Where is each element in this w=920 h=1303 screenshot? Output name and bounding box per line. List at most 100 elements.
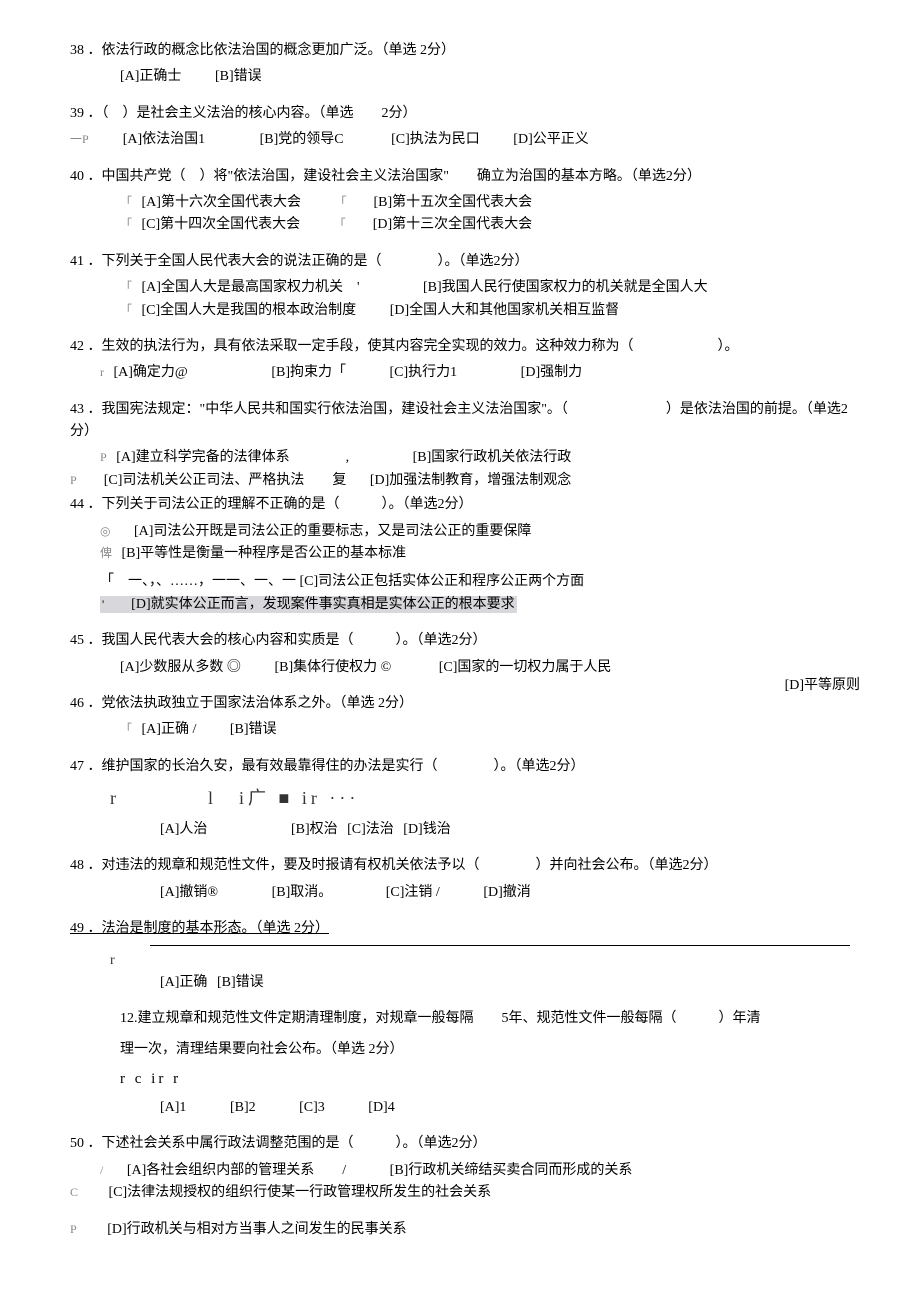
q43-opt-a[interactable]: [A]建立科学完备的法律体系 , (116, 447, 349, 469)
q41-opt-b[interactable]: [B]我国人民行使国家权力的机关就是全国人大 (423, 277, 708, 299)
q40-stem: 40 ．中国共产党（ ）将"依法治国，建设社会主义法治国家" 确立为治国的基本方… (70, 166, 850, 188)
q40-row1: 「 [A]第十六次全国代表大会 「 [B]第十五次全国代表大会 (120, 192, 850, 214)
q44-row4: ' [D]就实体公正而言，发现案件事实真相是实体公正的根本要求 (100, 594, 850, 616)
q39-opt-a[interactable]: [A]依法治国1 (123, 129, 205, 151)
q45-options: [A]少数服从多数 ◎ [B]集体行使权力 © [C]国家的一切权力属于人民 [… (120, 657, 850, 679)
q43-opt-b[interactable]: [B]国家行政机关依法行政 (413, 447, 572, 469)
q44-opt-b[interactable]: [B]平等性是衡量一种程序是否公正的基本标准 (122, 543, 407, 565)
q39-opt-d[interactable]: [D]公平正义 (513, 129, 588, 151)
q48-opt-b[interactable]: [B]取消。 (272, 882, 333, 904)
q44-hl-prefix: ' (102, 597, 104, 611)
q50-row1: / [A]各社会组织内部的管理关系 / [B]行政机关缔结买卖合同而形成的关系 (100, 1160, 850, 1182)
q12-opt-a[interactable]: [A]1 (160, 1097, 186, 1119)
q38-opt-a[interactable]: [A]正确士 (120, 66, 181, 88)
q50-opt-c[interactable]: [C]法律法规授权的组织行使某一行政管理权所发生的社会关系 (109, 1182, 492, 1204)
q44-opt-d[interactable]: [D]就实体公正而言，发现案件事实真相是实体公正的根本要求 (131, 597, 514, 612)
q44-opt-a[interactable]: [A]司法公开既是司法公正的重要标志，又是司法公正的重要保障 (134, 521, 531, 543)
q46-options: 「 [A]正确 / [B]错误 (120, 719, 850, 741)
q49-opt-b[interactable]: [B]错误 (217, 972, 264, 994)
question-46: 46 ．党依法执政独立于国家法治体系之外。（单选 2分） 「 [A]正确 / [… (70, 693, 850, 742)
bracket-icon: 「 (120, 280, 132, 294)
q46-opt-a[interactable]: [A]正确 / (142, 719, 197, 741)
q48-opt-c[interactable]: [C]注销 / (386, 882, 440, 904)
q39-stem: 39 ．（ ）是社会主义法治的核心内容。（单选 2分） (70, 103, 850, 125)
q41-opt-a[interactable]: [A]全国人大是最高国家权力机关 ' (142, 277, 360, 299)
bracket-icon: 「 (120, 722, 132, 736)
q44-row3: 「 一、，、……，一一、一、一 [C]司法公正包括实体公正和程序公正两个方面 (100, 571, 850, 593)
q49-stem: 49 ．法治是制度的基本形态。（单选 2分） (70, 918, 850, 940)
bracket-icon: 「 (334, 195, 346, 209)
q42-opt-d[interactable]: [D]强制力 (521, 362, 582, 384)
q48-opt-d[interactable]: [D]撤消 (483, 882, 530, 904)
q50-opt-d[interactable]: [D]行政机关与相对方当事人之间发生的民事关系 (107, 1219, 406, 1241)
q12-opt-c[interactable]: [C]3 (299, 1097, 325, 1119)
q41-opt-d[interactable]: [D]全国人大和其他国家机关相互监督 (390, 300, 619, 322)
q47-deco: r l i广 ■ ir ··· (110, 784, 850, 813)
q44-prefix1: ◎ (100, 524, 110, 538)
q41-stem: 41 ．下列关于全国人民代表大会的说法正确的是（ ）。（单选2分） (70, 251, 850, 273)
q47-opt-b[interactable]: [B]权治 (291, 819, 338, 841)
q49-deco: r (110, 950, 850, 972)
q48-options: [A]撤销® [B]取消。 [C]注销 / [D]撤消 (160, 882, 850, 904)
q43-row2: P [C]司法机关公正司法、严格执法 复 [D]加强法制教育，增强法制观念 (70, 470, 850, 492)
q47-opt-c[interactable]: [C]法治 (347, 819, 394, 841)
q38-options: [A]正确士 [B]错误 (120, 66, 850, 88)
q41-row2: 「 [C]全国人大是我国的根本政治制度 [D]全国人大和其他国家机关相互监督 (120, 300, 850, 322)
q42-options: r [A]确定力@ [B]拘束力「 [C]执行力1 [D]强制力 (100, 362, 850, 384)
q48-opt-a[interactable]: [A]撤销® (160, 882, 218, 904)
q38-opt-b[interactable]: [B]错误 (215, 66, 262, 88)
q43-row1: P [A]建立科学完备的法律体系 , [B]国家行政机关依法行政 (100, 447, 850, 469)
q40-opt-d[interactable]: [D]第十三次全国代表大会 (373, 214, 532, 236)
q40-opt-b[interactable]: [B]第十五次全国代表大会 (373, 192, 532, 214)
q44-opt-c[interactable]: [C]司法公正包括实体公正和程序公正两个方面 (300, 571, 585, 593)
question-38: 38 ．依法行政的概念比依法治国的概念更加广泛。（单选 2分） [A]正确士 [… (70, 40, 850, 89)
q45-opt-d[interactable]: [D]平等原则 (785, 675, 860, 697)
q40-opt-c[interactable]: [C]第十四次全国代表大会 (142, 214, 301, 236)
question-44: 44 ．下列关于司法公正的理解不正确的是（ ）。（单选2分） ◎ [A]司法公开… (70, 494, 850, 616)
q50-prefix-a: / (100, 1163, 103, 1177)
q42-opt-a[interactable]: [A]确定力@ (114, 362, 188, 384)
q38-stem: 38 ．依法行政的概念比依法治国的概念更加广泛。（单选 2分） (70, 40, 850, 62)
q50-prefix-c: C (70, 1185, 78, 1199)
q39-opt-b[interactable]: [B]党的领导C (260, 129, 344, 151)
question-41: 41 ．下列关于全国人民代表大会的说法正确的是（ ）。（单选2分） 「 [A]全… (70, 251, 850, 322)
q44-deco: 「 一、，、……，一一、一、一 (100, 574, 296, 589)
q40-row2: 「 [C]第十四次全国代表大会 「 [D]第十三次全国代表大会 (120, 214, 850, 236)
highlight-region: ' [D]就实体公正而言，发现案件事实真相是实体公正的根本要求 (100, 596, 517, 613)
q39-options-row: 一P [A]依法治国1 [B]党的领导C [C]执法为民口 [D]公平正义 (70, 129, 850, 151)
q44-stem: 44 ．下列关于司法公正的理解不正确的是（ ）。（单选2分） (70, 494, 850, 516)
question-47: 47 ．维护国家的长治久安，最有效最靠得住的办法是实行（ ）。（单选2分） r … (70, 756, 850, 842)
q42-opt-c[interactable]: [C]执行力1 (390, 362, 458, 384)
q39-opt-c[interactable]: [C]执法为民口 (391, 129, 480, 151)
q41-opt-c[interactable]: [C]全国人大是我国的根本政治制度 (142, 300, 357, 322)
q42-opt-b[interactable]: [B]拘束力「 (271, 362, 346, 384)
q43-opt-d[interactable]: [D]加强法制教育，增强法制观念 (370, 470, 571, 492)
q39-prefix: 一P (70, 132, 89, 146)
q45-stem: 45 ．我国人民代表大会的核心内容和实质是（ ）。（单选2分） (70, 630, 850, 652)
q42-stem: 42 ．生效的执法行为，具有依法采取一定手段，使其内容完全实现的效力。这种效力称… (70, 336, 850, 358)
q44-prefix2: 俾 (100, 546, 112, 560)
q40-opt-a[interactable]: [A]第十六次全国代表大会 (142, 192, 301, 214)
q50-row3: P [D]行政机关与相对方当事人之间发生的民事关系 (70, 1219, 850, 1241)
q47-opt-a[interactable]: [A]人治 (160, 819, 207, 841)
q45-opt-a[interactable]: [A]少数服从多数 ◎ (120, 657, 241, 679)
question-45: 45 ．我国人民代表大会的核心内容和实质是（ ）。（单选2分） [A]少数服从多… (70, 630, 850, 679)
q45-opt-b[interactable]: [B]集体行使权力 © (274, 657, 391, 679)
q50-opt-a[interactable]: [A]各社会组织内部的管理关系 / (127, 1160, 346, 1182)
q49-opt-a[interactable]: [A]正确 (160, 972, 207, 994)
q50-opt-b[interactable]: [B]行政机关缔结买卖合同而形成的关系 (390, 1160, 633, 1182)
q43-opt-c[interactable]: [C]司法机关公正司法、严格执法 复 (104, 470, 347, 492)
q12-options: [A]1 [B]2 [C]3 [D]4 (160, 1097, 850, 1119)
q45-opt-c[interactable]: [C]国家的一切权力属于人民 (439, 657, 612, 679)
q49-options: [A]正确 [B]错误 (160, 972, 850, 994)
q12-opt-b[interactable]: [B]2 (230, 1097, 256, 1119)
q47-opt-d[interactable]: [D]钱治 (403, 819, 450, 841)
q50-row2: C [C]法律法规授权的组织行使某一行政管理权所发生的社会关系 (70, 1182, 850, 1204)
q43-prefix2: P (70, 473, 77, 487)
q46-opt-b[interactable]: [B]错误 (230, 719, 277, 741)
question-43: 43 ．我国宪法规定："中华人民共和国实行依法治国，建设社会主义法治国家"。（ … (70, 399, 850, 493)
q43-stem: 43 ．我国宪法规定："中华人民共和国实行依法治国，建设社会主义法治国家"。（ … (70, 399, 850, 444)
question-12: 12.建立规章和规范性文件定期清理制度，对规章一般每隔 5年、规范性文件一般每隔… (120, 1008, 850, 1119)
q12-opt-d[interactable]: [D]4 (368, 1097, 394, 1119)
q12-stem2: 理一次，清理结果要向社会公布。（单选 2分） (120, 1039, 850, 1061)
